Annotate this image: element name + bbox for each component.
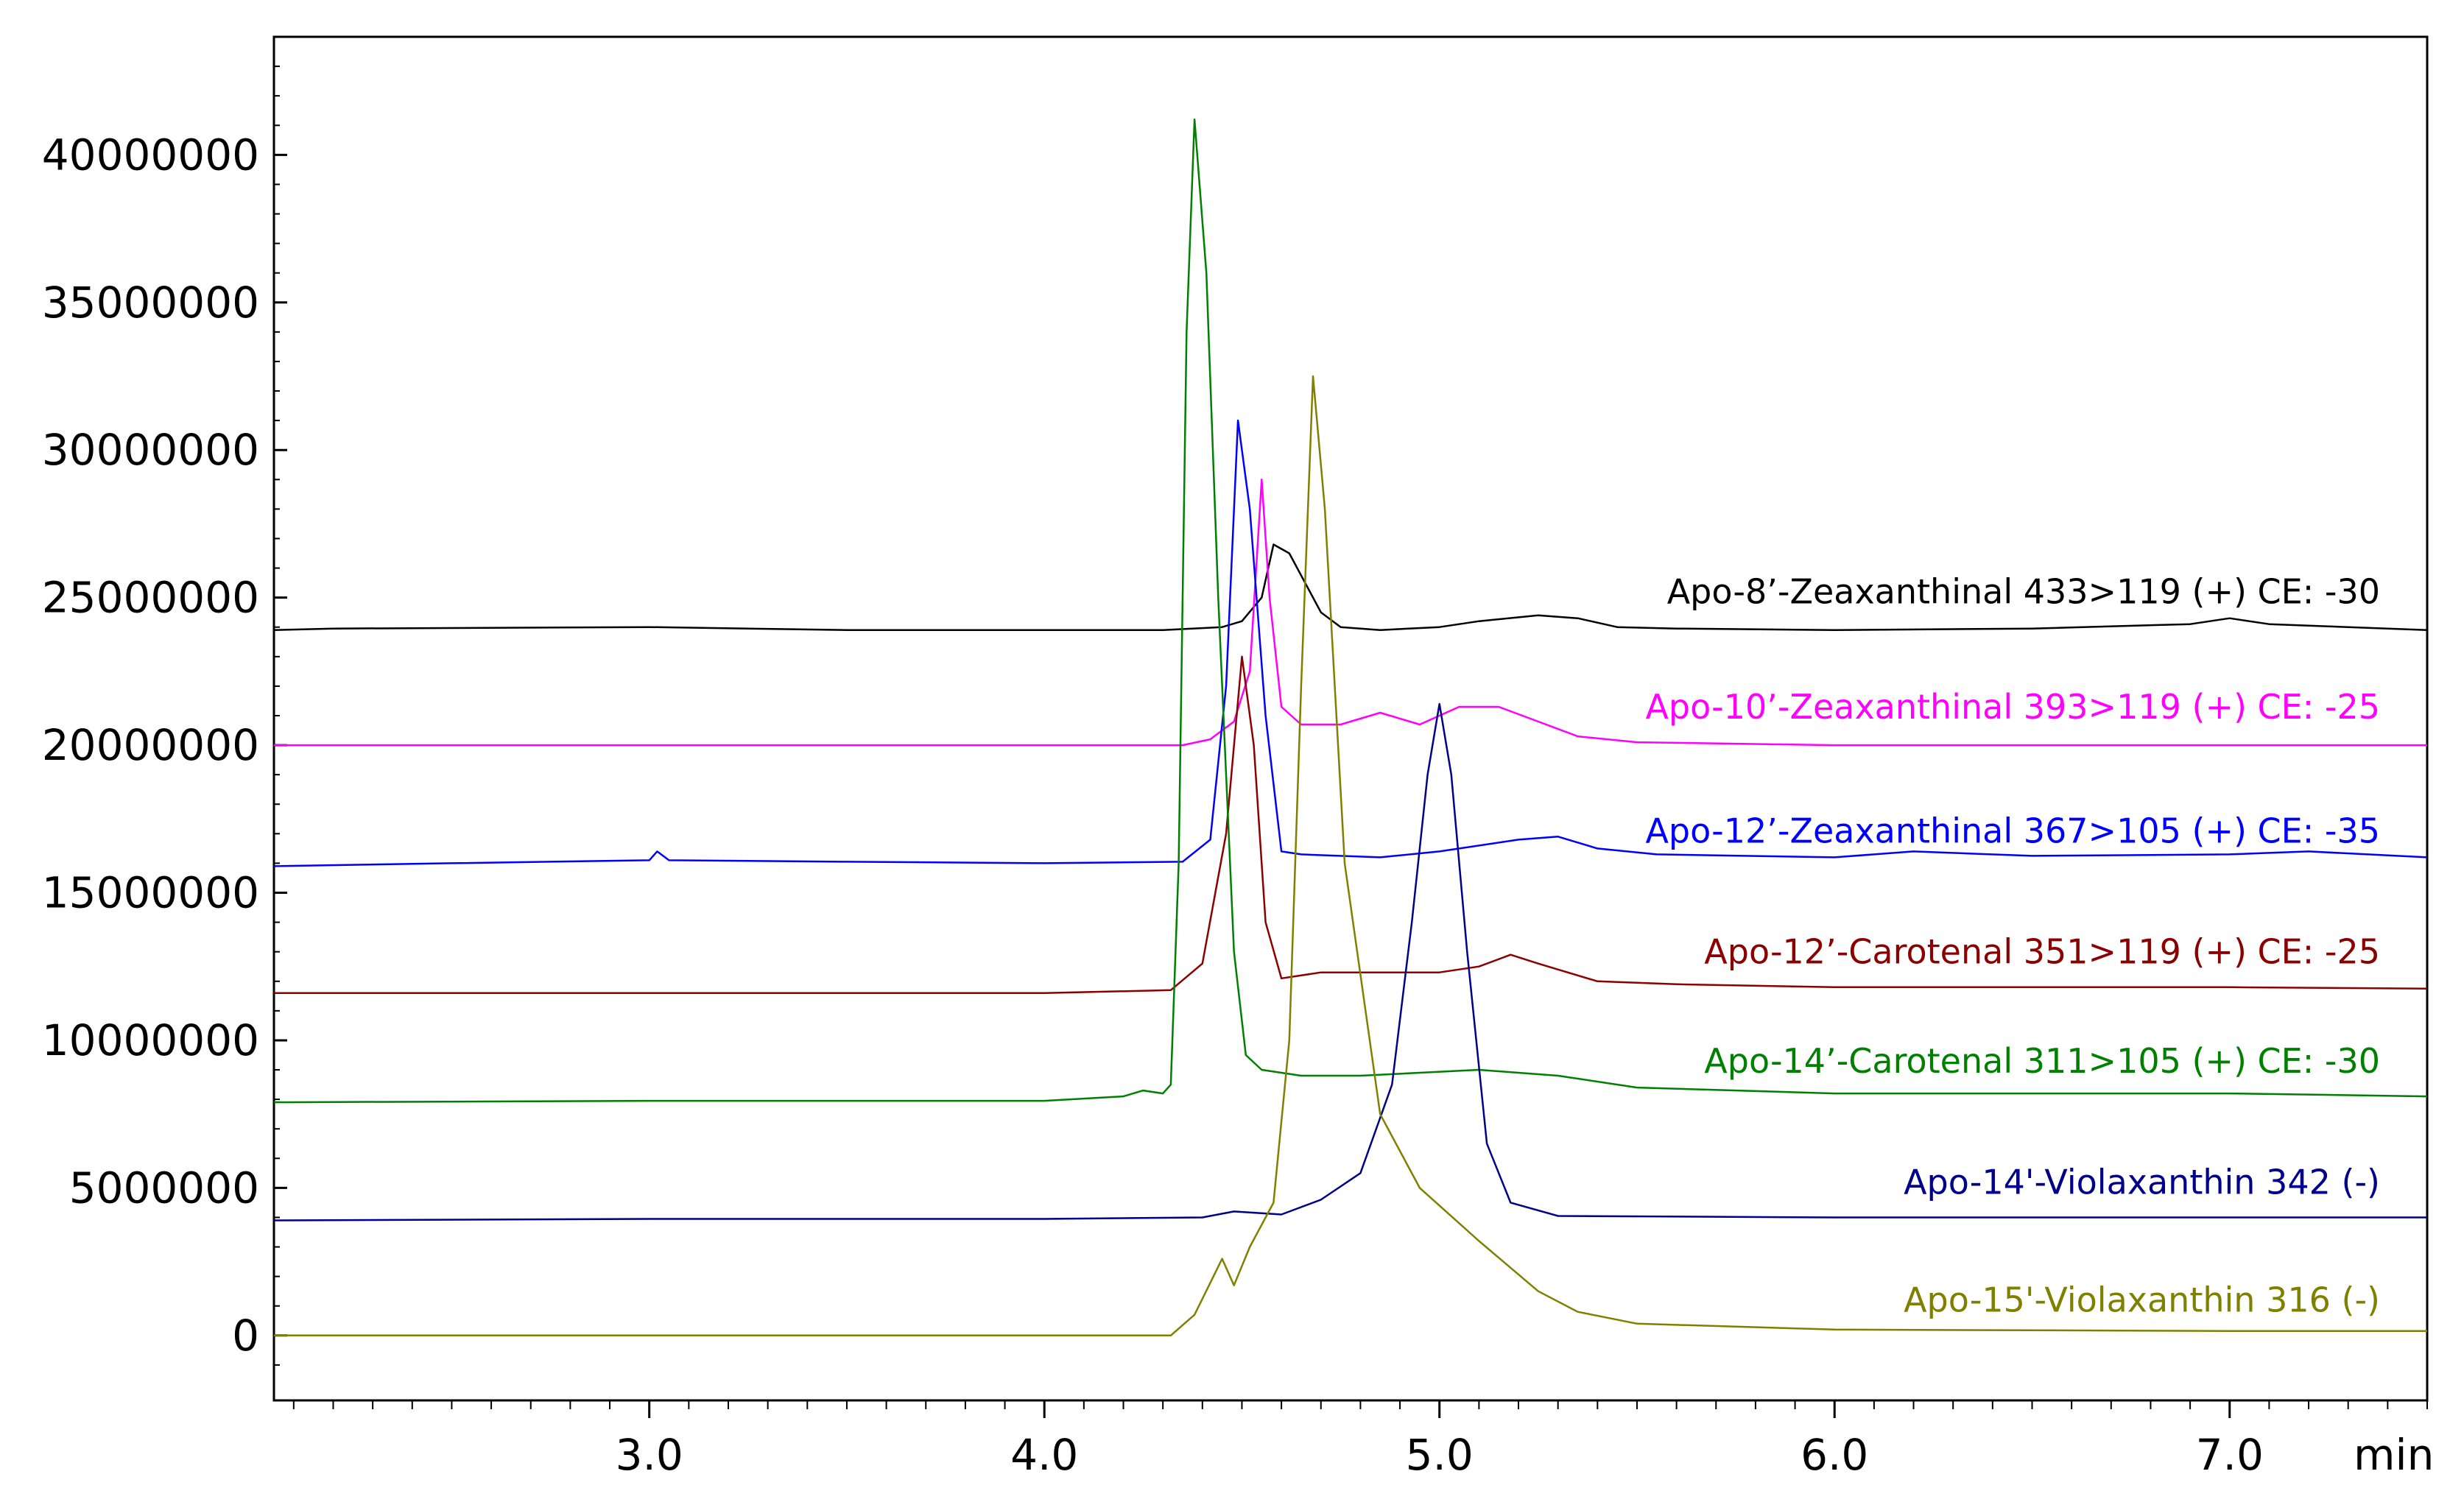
x-tick-label: 4.0 — [1010, 1430, 1078, 1480]
x-tick-label: 6.0 — [1801, 1430, 1868, 1480]
x-tick-label: 3.0 — [616, 1430, 683, 1480]
trace-label-1: Apo-8’-Zeaxanthinal 433>119 (+) CE: -30 — [1667, 572, 2380, 612]
y-tick-label: 35000000 — [42, 278, 259, 328]
y-axis-minor-ticks — [274, 66, 280, 1366]
x-axis-minor-ticks — [292, 1400, 2428, 1409]
trace-label-5: Apo-14’-Carotenal 311>105 (+) CE: -30 — [1704, 1041, 2380, 1081]
x-tick-label: 7.0 — [2196, 1430, 2264, 1480]
trace-label-4: Apo-12’-Carotenal 351>119 (+) CE: -25 — [1704, 932, 2380, 972]
y-tick-label: 25000000 — [42, 573, 259, 623]
x-tick-label: 5.0 — [1406, 1430, 1474, 1480]
trace-label-6: Apo-14'-Violaxanthin 342 (-) — [1904, 1162, 2380, 1202]
trace-line-3 — [273, 419, 2428, 867]
x-axis-ticks: 3.0 4.0 5.0 6.0 7.0 — [616, 1400, 2264, 1480]
trace-line-2 — [274, 479, 2427, 747]
y-axis-ticks: 0 5000000 10000000 15000000 20000000 25000000… — [42, 130, 287, 1361]
x-axis-unit-label: min — [2354, 1430, 2434, 1480]
trace-line-7 — [274, 375, 2427, 1337]
trace-line-6 — [273, 702, 2427, 1221]
trace-label-2: Apo-10’-Zeaxanthinal 393>119 (+) CE: -25 — [1645, 687, 2380, 727]
trace-label-3: Apo-12’-Zeaxanthinal 367>105 (+) CE: -35 — [1645, 811, 2380, 850]
y-tick-label: 0 — [232, 1311, 259, 1361]
trace-label-7: Apo-15'-Violaxanthin 316 (-) — [1904, 1280, 2380, 1320]
trace-line-1 — [273, 543, 2428, 631]
trace-labels: Apo-8’-Zeaxanthinal 433>119 (+) CE: -30 A… — [1645, 572, 2380, 1320]
trace-line-5 — [273, 118, 2428, 1104]
y-tick-label: 15000000 — [42, 868, 259, 918]
y-tick-label: 30000000 — [42, 425, 259, 475]
traces — [273, 118, 2428, 1337]
y-tick-label: 40000000 — [42, 130, 259, 180]
y-tick-label: 10000000 — [42, 1015, 259, 1065]
plot-frame — [272, 35, 2429, 1402]
trace-line-4 — [274, 655, 2428, 995]
y-tick-label: 20000000 — [42, 720, 259, 770]
y-tick-label: 5000000 — [69, 1163, 259, 1213]
